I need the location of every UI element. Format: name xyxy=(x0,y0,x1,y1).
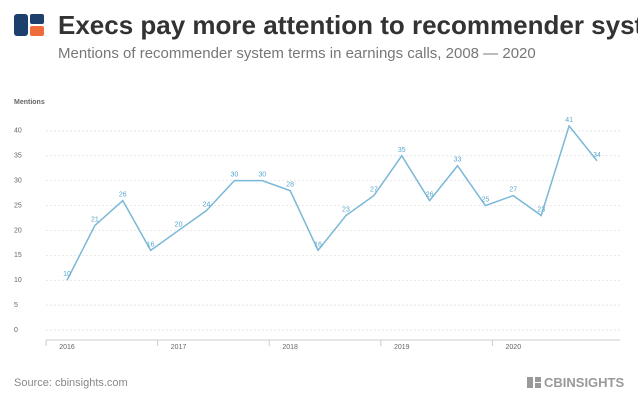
value-label: 23 xyxy=(342,207,350,214)
line xyxy=(66,124,598,281)
value-label: 10 xyxy=(63,271,71,278)
y-tick-label: 15 xyxy=(14,252,22,259)
value-label: 41 xyxy=(565,117,573,124)
value-label: 35 xyxy=(398,147,406,154)
value-label: 20 xyxy=(175,221,183,228)
value-label: 26 xyxy=(426,192,434,199)
y-tick-label: 5 xyxy=(14,302,18,309)
y-tick-label: 0 xyxy=(14,327,18,334)
value-label: 16 xyxy=(314,241,322,248)
chart-subtitle: Mentions of recommender system terms in … xyxy=(58,45,536,62)
value-label: 28 xyxy=(286,182,294,189)
source: Source: cbinsights.com xyxy=(14,377,128,389)
x-tick-label: 2017 xyxy=(171,344,187,351)
value-label: 34 xyxy=(593,152,601,159)
value-label: 33 xyxy=(454,157,462,164)
chart-title: Execs pay more attention to recommender … xyxy=(58,10,638,40)
x-tick-label: 2020 xyxy=(506,344,522,351)
value-label: 21 xyxy=(91,216,99,223)
value-label: 26 xyxy=(119,192,127,199)
y-tick-label: 10 xyxy=(14,277,22,284)
value-label: 23 xyxy=(537,207,545,214)
value-label: 27 xyxy=(509,187,517,194)
x-tick-label: 2016 xyxy=(59,344,75,351)
value-label: 30 xyxy=(230,172,238,179)
value-label: 30 xyxy=(258,172,266,179)
value-label: 25 xyxy=(482,197,490,204)
y-tick-label: 20 xyxy=(14,227,22,234)
y-tick-label: 30 xyxy=(14,178,22,185)
y-axis-label: Mentions xyxy=(14,99,45,106)
brand: CBINSIGHTS xyxy=(544,375,625,390)
x-tick-label: 2019 xyxy=(394,344,410,351)
value-label: 27 xyxy=(370,187,378,194)
y-tick-label: 35 xyxy=(14,153,22,160)
value-label: 16 xyxy=(147,241,155,248)
brand-logo xyxy=(527,377,541,388)
y-tick-label: 40 xyxy=(14,128,22,135)
logo xyxy=(14,14,44,36)
y-tick-label: 25 xyxy=(14,202,22,209)
value-label: 24 xyxy=(203,202,211,209)
x-tick-label: 2018 xyxy=(282,344,298,351)
